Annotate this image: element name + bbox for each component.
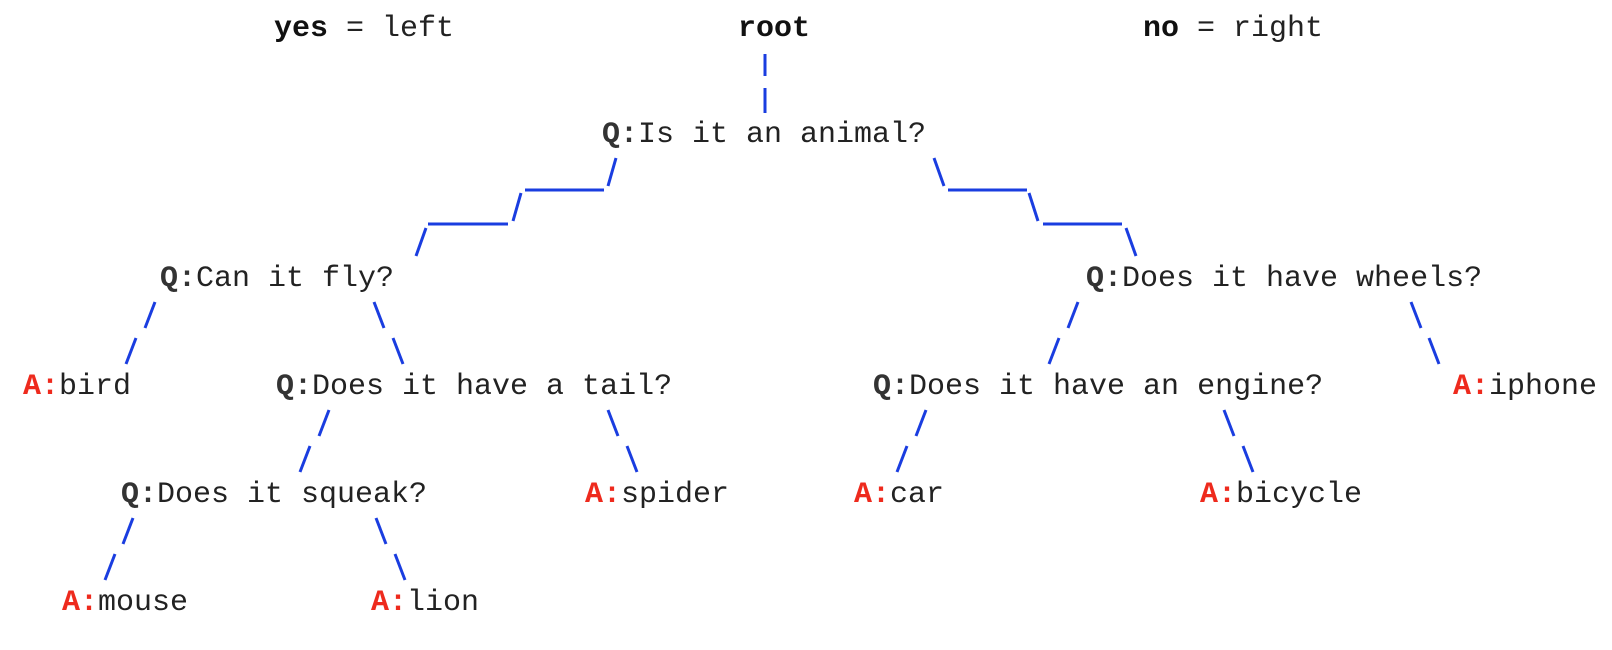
edge-animal-fly [511,192,523,222]
node-text: Is it an animal? [638,118,927,152]
answer-prefix: A: [371,586,408,620]
answer-prefix: A: [585,478,622,512]
edge-wheels-iphone [1427,337,1441,365]
node-text: Does it have an engine? [909,370,1324,404]
edge-fly-bird [143,301,157,329]
edge-animal-wheels [932,157,946,187]
question-prefix: Q: [1086,262,1123,296]
edge-wheels-iphone [1409,301,1423,329]
node-a-iphone: A:iphone [1453,370,1597,404]
answer-prefix: A: [23,370,60,404]
question-prefix: Q: [602,118,639,152]
edge-tail-squeak [317,409,331,437]
node-text: car [890,478,945,512]
legend-root: root [738,12,811,46]
edge-animal-fly [414,227,428,257]
node-text: Does it have wheels? [1122,262,1483,296]
edge-squeak-lion [393,553,407,581]
edge-tail-spider [606,409,620,437]
legend-no-text: = right [1179,12,1324,46]
edge-fly-tail [372,301,386,329]
edge-tail-squeak [298,445,312,473]
answer-prefix: A: [62,586,99,620]
node-a-mouse: A:mouse [62,586,188,620]
node-text: iphone [1489,370,1598,404]
edge-squeak-mouse [121,517,135,545]
node-q-wheels: Q:Does it have wheels? [1086,262,1482,296]
node-q-animal: Q:Is it an animal? [602,118,926,152]
node-a-lion: A:lion [371,586,479,620]
question-prefix: Q: [276,370,313,404]
node-a-bird: A:bird [23,370,131,404]
edge-fly-tail [391,337,405,365]
node-q-tail: Q:Does it have a tail? [276,370,672,404]
node-q-squeak: Q:Does it squeak? [121,478,427,512]
node-text: Does it have a tail? [312,370,673,404]
legend-no: no = right [1143,12,1323,46]
answer-prefix: A: [1453,370,1490,404]
node-text: bicycle [1236,478,1363,512]
edge-animal-wheels [1124,227,1138,257]
edge-engine-bicycle [1241,445,1255,473]
node-text: Can it fly? [196,262,395,296]
question-prefix: Q: [160,262,197,296]
edge-engine-car [914,409,928,437]
node-a-bicycle: A:bicycle [1200,478,1362,512]
node-q-fly: Q:Can it fly? [160,262,394,296]
legend-no-keyword: no [1143,12,1180,46]
node-text: spider [621,478,730,512]
question-prefix: Q: [121,478,158,512]
edge-animal-wheels [1027,192,1040,222]
legend-yes-text: = left [328,12,455,46]
edge-tail-spider [625,445,639,473]
edge-squeak-mouse [103,553,117,581]
node-text: lion [407,586,480,620]
node-a-car: A:car [854,478,944,512]
edge-squeak-lion [374,517,388,545]
legend-yes-keyword: yes [274,12,329,46]
edge-engine-bicycle [1222,409,1236,437]
node-a-spider: A:spider [585,478,729,512]
answer-prefix: A: [1200,478,1237,512]
answer-prefix: A: [854,478,891,512]
edge-animal-fly [606,157,618,187]
edge-wheels-engine [1066,301,1080,329]
edge-wheels-engine [1047,337,1061,365]
node-text: Does it squeak? [157,478,428,512]
edge-engine-car [895,445,909,473]
node-text: mouse [98,586,189,620]
node-q-engine: Q:Does it have an engine? [873,370,1323,404]
legend-yes: yes = left [274,12,454,46]
question-prefix: Q: [873,370,910,404]
node-text: bird [59,370,132,404]
edge-fly-bird [124,337,138,365]
